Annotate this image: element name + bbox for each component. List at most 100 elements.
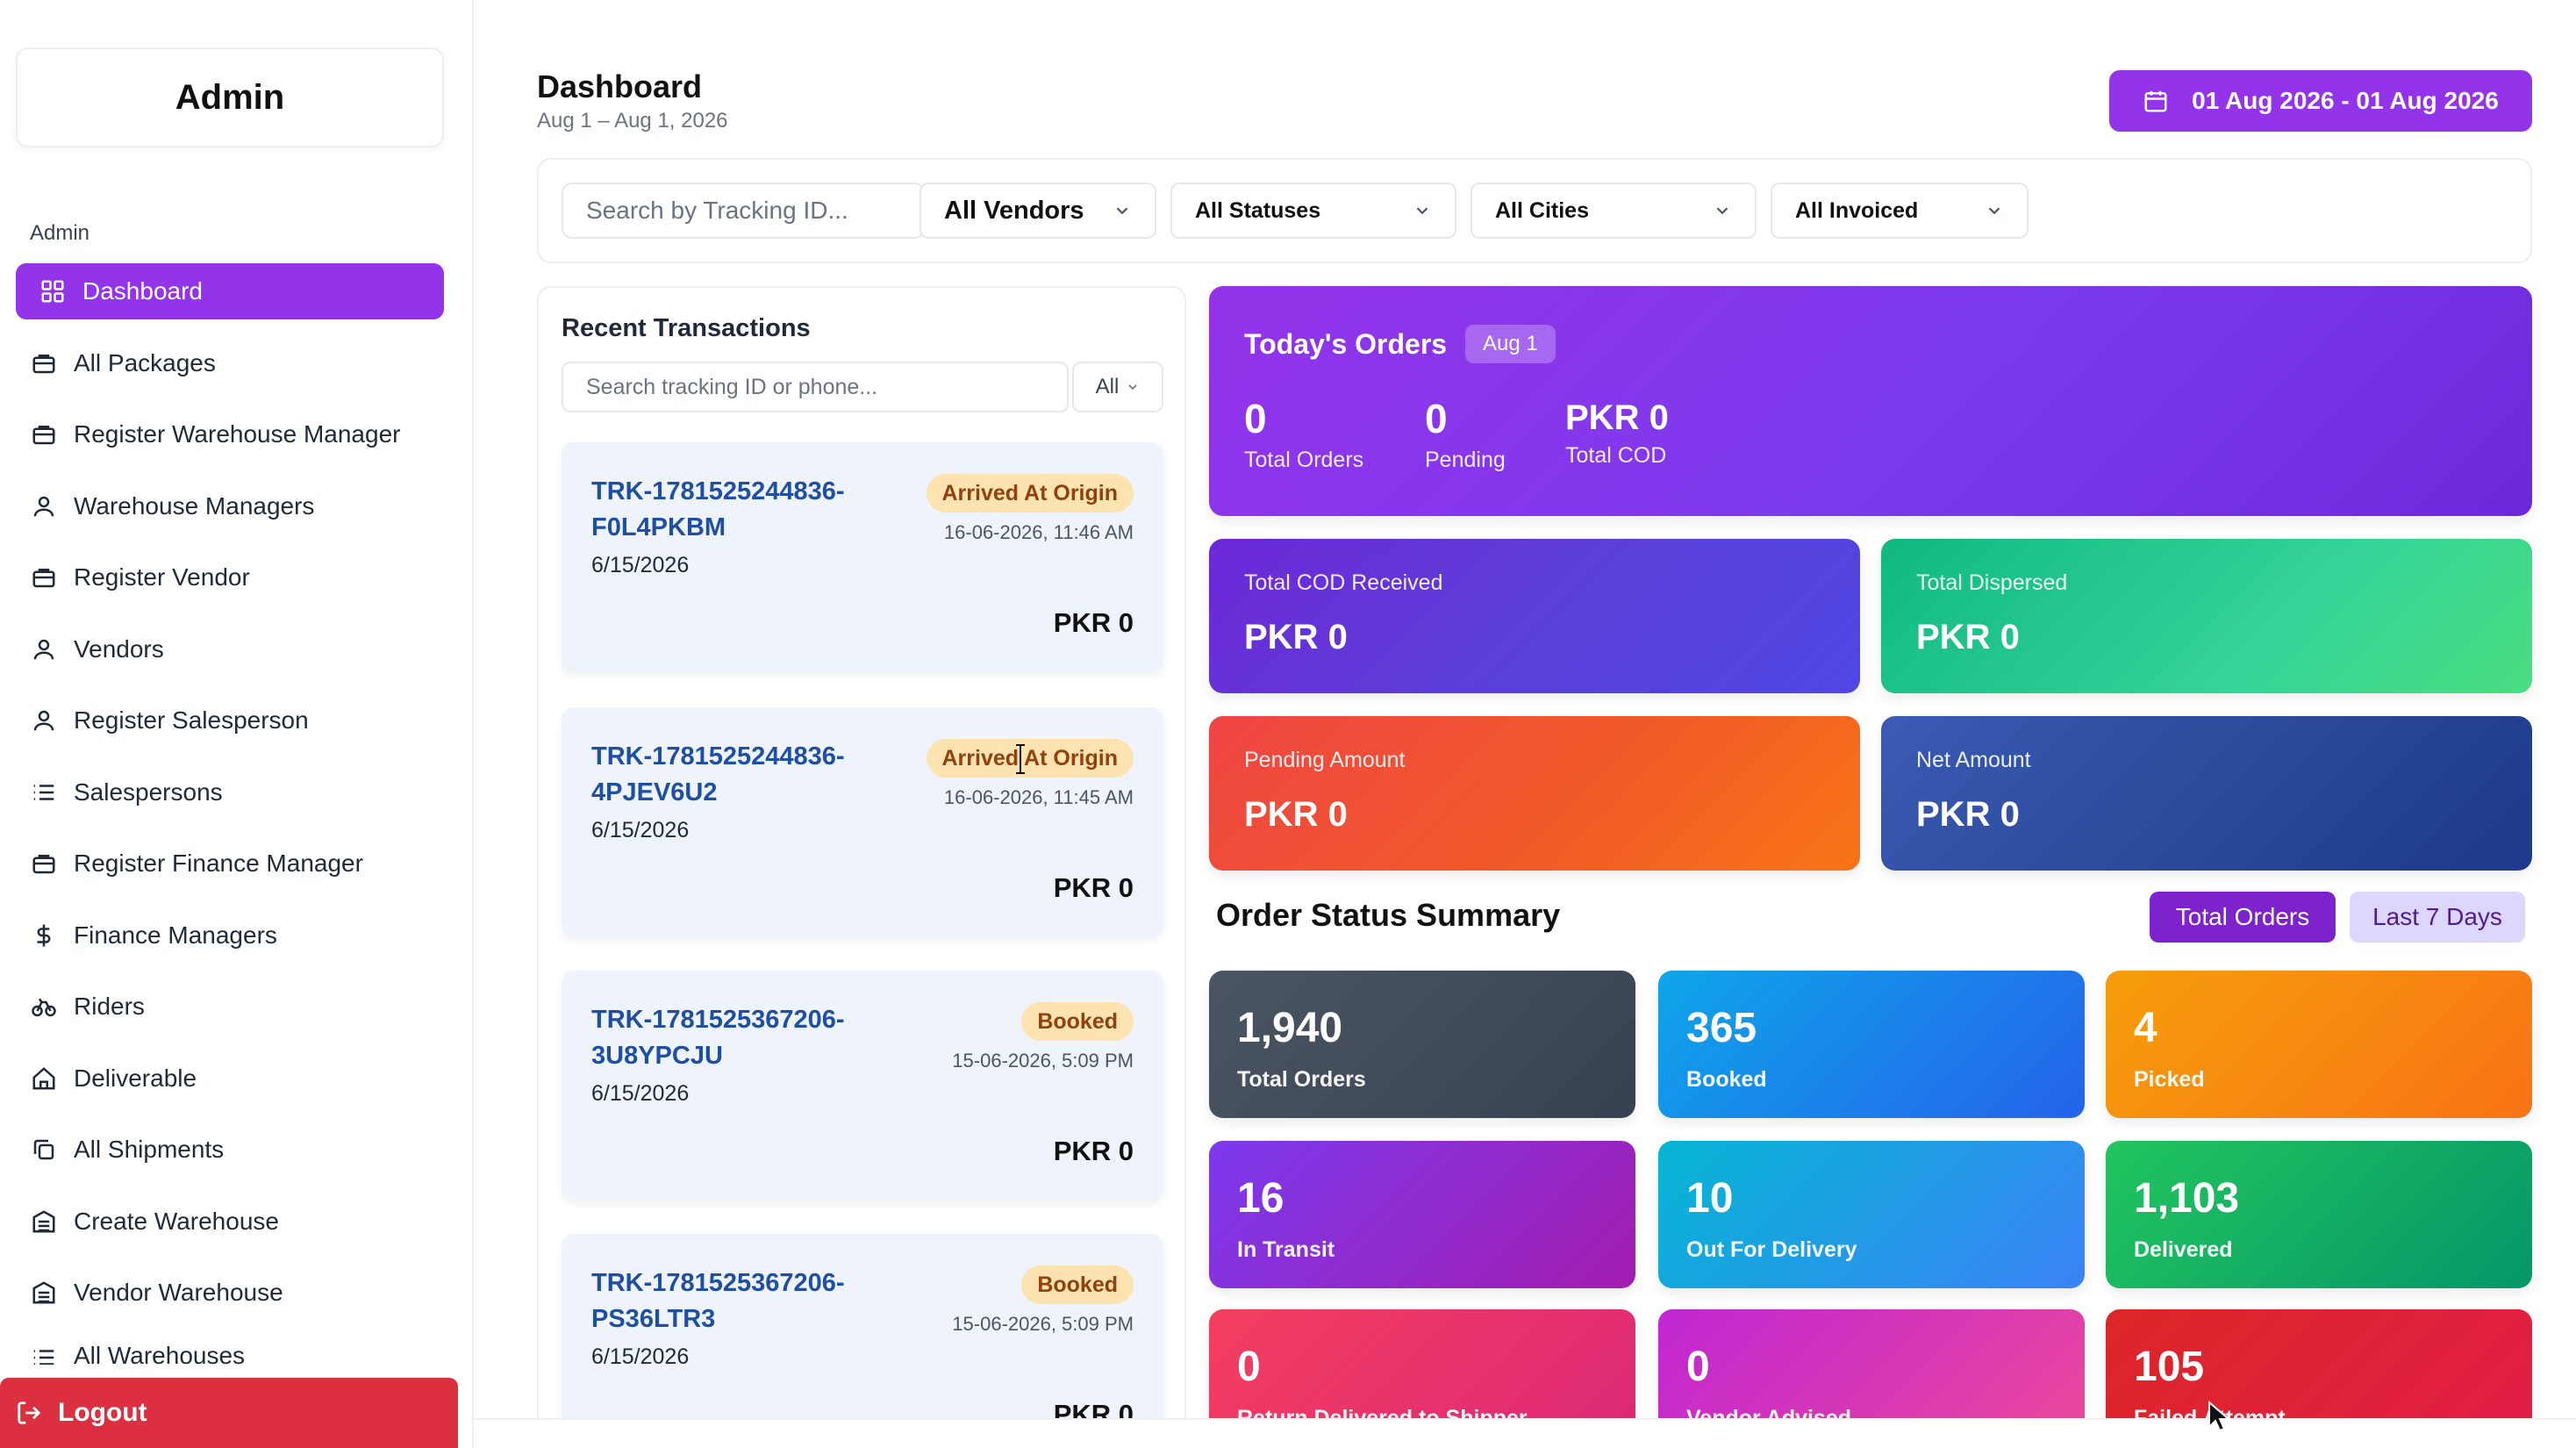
sidebar-item-register-salesperson[interactable]: Register Salesperson bbox=[16, 692, 444, 749]
stat-card-delivered: 1,103 Delivered bbox=[2106, 1141, 2532, 1288]
sidebar-item-finance-managers[interactable]: Finance Managers bbox=[16, 907, 444, 964]
user-icon bbox=[28, 634, 60, 665]
tracking-id-part-1: TRK-1781525244836- bbox=[591, 477, 845, 505]
page-title: Dashboard bbox=[537, 68, 703, 104]
stat-card-in-transit: 16 In Transit bbox=[1209, 1141, 1635, 1288]
invoiced-select[interactable]: All Invoiced bbox=[1771, 183, 2029, 239]
sidebar-item-create-warehouse[interactable]: Create Warehouse bbox=[16, 1194, 444, 1250]
last-7-days-toggle[interactable]: Last 7 Days bbox=[2350, 892, 2525, 943]
transaction-timestamp: 15-06-2026, 5:09 PM bbox=[952, 1313, 1134, 1335]
stat-label: Total COD bbox=[1565, 443, 1667, 468]
transaction-timestamp: 16-06-2026, 11:46 AM bbox=[943, 521, 1134, 543]
transaction-timestamp: 16-06-2026, 11:45 AM bbox=[943, 786, 1134, 808]
card-label: Total Dispersed bbox=[1916, 570, 2068, 595]
tracking-id-link[interactable]: TRK-1781525367206- PS36LTR3 bbox=[591, 1265, 907, 1337]
tracking-id-part-2: PS36LTR3 bbox=[591, 1305, 716, 1333]
tracking-id-link[interactable]: TRK-1781525244836- 4PJEV6U2 bbox=[591, 739, 907, 811]
tracking-id-link[interactable]: TRK-1781525244836- F0L4PKBM bbox=[591, 474, 907, 546]
transaction-card[interactable]: TRK-1781525244836- 4PJEV6U2 6/15/2026 Arr… bbox=[562, 707, 1163, 937]
sidebar-item-vendor-warehouse[interactable]: Vendor Warehouse bbox=[16, 1265, 444, 1321]
sidebar-item-vendors[interactable]: Vendors bbox=[16, 621, 444, 677]
stat-label: In Transit bbox=[1237, 1237, 1335, 1262]
transaction-card[interactable]: TRK-1781525367206- 3U8YPCJU 6/15/2026 Boo… bbox=[562, 971, 1163, 1201]
sidebar-item-all-shipments[interactable]: All Shipments bbox=[16, 1122, 444, 1178]
stat-card-picked: 4 Picked bbox=[2106, 971, 2532, 1118]
grid-icon bbox=[37, 276, 68, 307]
tracking-id-link[interactable]: TRK-1781525367206- 3U8YPCJU bbox=[591, 1002, 907, 1074]
chevron-down-icon bbox=[1416, 207, 1428, 215]
recent-transactions-panel: Recent Transactions Search tracking ID o… bbox=[537, 286, 1186, 1448]
chevron-down-icon bbox=[1116, 207, 1128, 215]
brand-title: Admin bbox=[175, 77, 285, 117]
sidebar-item-label: Register Warehouse Manager bbox=[74, 420, 401, 448]
sidebar-item-all-warehouses[interactable]: All Warehouses bbox=[16, 1337, 444, 1365]
stat-label: Total Orders bbox=[1237, 1067, 1366, 1092]
home-icon bbox=[28, 1063, 60, 1094]
stat-label: Pending bbox=[1425, 448, 1506, 472]
chevron-down-icon bbox=[1988, 207, 2000, 215]
sidebar-item-dashboard[interactable]: Dashboard bbox=[16, 263, 444, 319]
stat-value: 1,940 bbox=[1237, 1005, 1343, 1051]
stat-card-booked: 365 Booked bbox=[1658, 971, 2085, 1118]
sidebar-item-salespersons[interactable]: Salespersons bbox=[16, 764, 444, 821]
stat-value: 1,103 bbox=[2134, 1175, 2240, 1222]
tracking-search-input[interactable]: Search by Tracking ID... bbox=[562, 183, 925, 239]
stat-value: 0 bbox=[1237, 1344, 1261, 1390]
logout-label: Logout bbox=[58, 1398, 147, 1427]
mouse-pointer-icon bbox=[2208, 1401, 2231, 1432]
stat-value: 10 bbox=[1686, 1175, 1734, 1222]
sidebar-item-deliverable[interactable]: Deliverable bbox=[16, 1050, 444, 1107]
sidebar-item-register-warehouse-manager[interactable]: Register Warehouse Manager bbox=[16, 406, 444, 462]
sidebar-item-label: Riders bbox=[74, 993, 145, 1020]
stat-value: 4 bbox=[2134, 1005, 2157, 1051]
recent-transactions-title: Recent Transactions bbox=[562, 314, 811, 342]
sidebar-item-register-finance-manager[interactable]: Register Finance Manager bbox=[16, 835, 444, 892]
cities-select-value: All Cities bbox=[1495, 197, 1589, 223]
stat-card-out-for-delivery: 10 Out For Delivery bbox=[1658, 1141, 2085, 1288]
logout-icon bbox=[18, 1401, 41, 1424]
date-range-button[interactable]: 01 Aug 2026 - 01 Aug 2026 bbox=[2109, 70, 2532, 132]
statuses-select[interactable]: All Statuses bbox=[1170, 183, 1456, 239]
transactions-filter-select[interactable]: All bbox=[1072, 362, 1163, 412]
card-value: PKR 0 bbox=[1916, 618, 2020, 656]
total-orders-toggle[interactable]: Total Orders bbox=[2150, 892, 2336, 943]
briefcase-icon bbox=[28, 348, 60, 379]
user-icon bbox=[28, 705, 60, 736]
building-icon bbox=[28, 1206, 60, 1237]
card-label: Pending Amount bbox=[1244, 748, 1406, 772]
stat-label: Booked bbox=[1686, 1067, 1767, 1092]
sidebar-item-riders[interactable]: Riders bbox=[16, 978, 444, 1035]
card-value: PKR 0 bbox=[1916, 795, 2020, 834]
today-stat-total-cod: PKR 0 Total COD bbox=[1565, 398, 1669, 469]
stat-value: PKR 0 bbox=[1565, 398, 1669, 437]
transaction-card[interactable]: TRK-1781525244836- F0L4PKBM 6/15/2026 Arr… bbox=[562, 442, 1163, 672]
todays-orders-card: Today's Orders Aug 1 0 Total Orders 0 Pe… bbox=[1209, 286, 2532, 516]
chevron-down-icon bbox=[1128, 384, 1137, 391]
stat-label: Total Orders bbox=[1244, 448, 1364, 472]
logout-button[interactable]: Logout bbox=[0, 1378, 458, 1448]
transaction-card[interactable]: TRK-1781525367206- PS36LTR3 6/15/2026 Boo… bbox=[562, 1234, 1163, 1446]
dollar-icon bbox=[28, 920, 60, 951]
sidebar-item-warehouse-managers[interactable]: Warehouse Managers bbox=[16, 478, 444, 534]
stat-value: 0 bbox=[1686, 1344, 1710, 1390]
sidebar-section-label: Admin bbox=[30, 221, 90, 245]
transaction-amount: PKR 0 bbox=[1053, 607, 1134, 638]
sidebar-item-all-packages[interactable]: All Packages bbox=[16, 335, 444, 391]
filter-bar: Search by Tracking ID... All Vendors All… bbox=[537, 158, 2532, 263]
briefcase-icon bbox=[28, 562, 60, 593]
transaction-timestamp: 15-06-2026, 5:09 PM bbox=[952, 1050, 1134, 1072]
briefcase-icon bbox=[28, 419, 60, 450]
sidebar-item-label: Salespersons bbox=[74, 778, 223, 806]
total-dispersed-card: Total Dispersed PKR 0 bbox=[1881, 539, 2532, 693]
status-badge: Arrived At Origin bbox=[926, 474, 1134, 513]
stat-value: 105 bbox=[2134, 1344, 2205, 1390]
vendors-select[interactable]: All Vendors bbox=[919, 183, 1156, 239]
total-cod-received-card: Total COD Received PKR 0 bbox=[1209, 539, 1860, 693]
sidebar-item-label: Finance Managers bbox=[74, 921, 277, 949]
transactions-search-input[interactable]: Search tracking ID or phone... bbox=[562, 362, 1069, 412]
cities-select[interactable]: All Cities bbox=[1470, 183, 1757, 239]
sidebar-item-register-vendor[interactable]: Register Vendor bbox=[16, 549, 444, 606]
stat-label: Out For Delivery bbox=[1686, 1237, 1857, 1262]
text-cursor-icon bbox=[1016, 744, 1025, 774]
transactions-search-placeholder: Search tracking ID or phone... bbox=[586, 374, 878, 399]
